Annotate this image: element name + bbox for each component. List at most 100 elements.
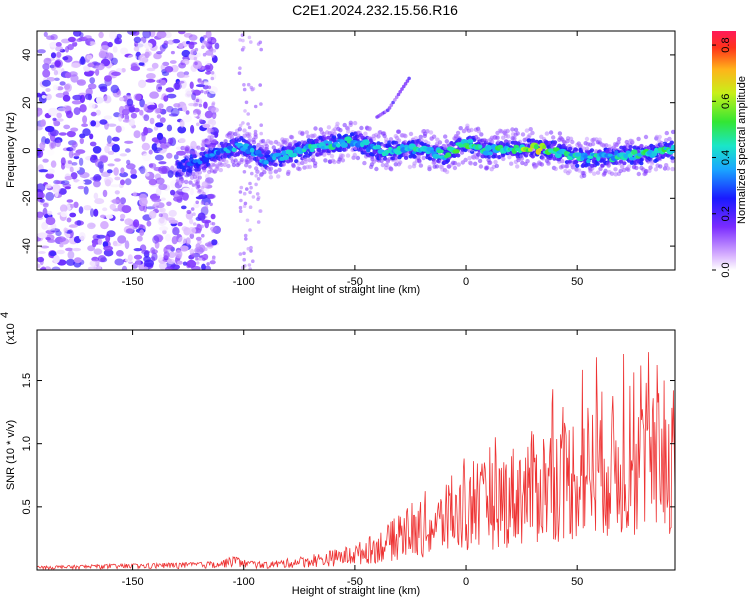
noise-blob <box>102 189 108 198</box>
noise-blob <box>238 252 243 256</box>
noise-blob <box>178 236 187 245</box>
noise-blob <box>201 219 212 224</box>
colorbar-label: Normalized spectral amplitude <box>736 76 748 224</box>
noise-blob <box>132 191 137 197</box>
noise-blob <box>65 72 72 79</box>
noise-blob <box>178 31 186 35</box>
ridge-halo-blob <box>249 156 254 161</box>
ridge-halo-blob <box>439 164 445 170</box>
noise-blob <box>133 130 141 139</box>
ridge-halo-blob <box>313 126 318 131</box>
ridge-halo-blob <box>618 168 623 174</box>
noise-blob <box>210 76 215 81</box>
ridge-halo-blob <box>418 163 424 168</box>
noise-blob <box>245 187 249 191</box>
noise-blob <box>145 78 156 83</box>
spectrogram-x-tick-label: -50 <box>347 276 363 288</box>
noise-blob <box>37 183 46 192</box>
ridge-halo-blob <box>253 135 258 140</box>
noise-blob <box>173 103 181 108</box>
noise-blob <box>126 159 131 165</box>
noise-blob <box>205 31 212 39</box>
noise-blob <box>238 38 242 42</box>
noise-blob <box>49 41 58 48</box>
ridge-band-blob <box>273 162 278 167</box>
ridge-halo-blob <box>231 162 237 168</box>
noise-blob <box>67 160 72 165</box>
noise-blob <box>191 89 195 93</box>
noise-blob <box>211 239 218 246</box>
noise-blob <box>103 249 114 257</box>
diagonal-feature-blob <box>405 79 410 83</box>
noise-blob <box>93 192 99 200</box>
noise-blob <box>203 90 208 95</box>
noise-blob <box>166 201 172 207</box>
ridge-halo-blob <box>670 166 675 172</box>
noise-blob <box>47 210 53 216</box>
noise-blob <box>253 129 258 134</box>
noise-blob <box>242 170 247 174</box>
noise-blob <box>207 37 211 42</box>
ridge-halo-blob <box>396 138 402 143</box>
ridge-halo-blob <box>286 169 291 175</box>
noise-blob <box>38 251 46 254</box>
noise-blob <box>156 132 164 141</box>
ridge-halo-blob <box>233 158 238 163</box>
ridge-halo-blob <box>205 141 211 146</box>
noise-blob <box>139 109 144 116</box>
noise-blob <box>160 64 166 71</box>
noise-blob <box>99 155 108 163</box>
noise-blob <box>73 155 80 160</box>
noise-blob <box>70 127 79 132</box>
noise-blob <box>188 41 195 50</box>
diagonal-feature-blob <box>396 92 401 97</box>
ridge-halo-blob <box>603 168 608 174</box>
noise-blob <box>156 51 163 55</box>
ridge-halo-blob <box>551 135 556 140</box>
noise-blob <box>195 236 202 241</box>
noise-blob <box>192 60 202 69</box>
ridge-band-blob <box>449 141 454 145</box>
ridge-core-blob <box>631 149 638 156</box>
ridge-halo-blob <box>303 157 308 162</box>
noise-blob <box>203 229 210 235</box>
ridge-halo-blob <box>584 136 590 142</box>
ridge-band-blob <box>288 158 294 163</box>
noise-blob <box>83 67 91 72</box>
ridge-halo-blob <box>664 163 669 168</box>
diagonal-feature-blob <box>389 103 394 107</box>
snr-y-tick-label: 1.0 <box>21 436 33 451</box>
noise-blob <box>111 198 122 205</box>
ridge-halo-blob <box>191 171 196 176</box>
ridge-halo-blob <box>479 132 484 137</box>
ridge-halo-blob <box>653 167 659 172</box>
noise-blob <box>177 222 183 227</box>
ridge-halo-blob <box>371 159 376 164</box>
noise-blob <box>138 79 147 89</box>
noise-blob <box>179 74 190 78</box>
noise-blob <box>43 31 48 37</box>
noise-blob <box>59 243 64 248</box>
ridge-halo-blob <box>546 161 551 166</box>
noise-blob <box>38 192 45 199</box>
noise-blob <box>259 131 264 136</box>
ridge-core-blob <box>335 143 341 148</box>
noise-blob <box>195 243 201 250</box>
ridge-halo-blob <box>560 159 565 164</box>
noise-blob <box>89 260 98 267</box>
ridge-band-blob <box>552 140 558 145</box>
noise-blob <box>204 205 209 210</box>
noise-blob <box>245 218 250 223</box>
noise-blob <box>104 75 112 82</box>
noise-blob <box>103 176 114 184</box>
noise-blob <box>62 105 72 111</box>
ridge-band-blob <box>586 162 591 167</box>
noise-blob <box>133 46 140 52</box>
noise-blob <box>193 111 197 115</box>
noise-blob <box>133 36 142 43</box>
noise-blob <box>155 147 163 151</box>
noise-blob <box>211 229 215 233</box>
snr-y-tick-label: 1.5 <box>21 373 33 388</box>
ridge-halo-blob <box>458 126 463 131</box>
ridge-band-blob <box>410 139 416 144</box>
